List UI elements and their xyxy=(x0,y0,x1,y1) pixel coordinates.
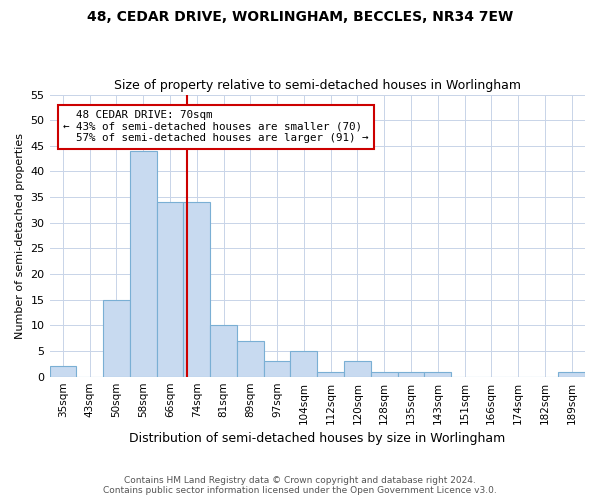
Bar xyxy=(103,300,130,376)
Bar xyxy=(317,372,344,376)
Bar xyxy=(184,202,210,376)
Bar xyxy=(210,326,237,376)
X-axis label: Distribution of semi-detached houses by size in Worlingham: Distribution of semi-detached houses by … xyxy=(129,432,505,445)
Text: 48 CEDAR DRIVE: 70sqm
← 43% of semi-detached houses are smaller (70)
  57% of se: 48 CEDAR DRIVE: 70sqm ← 43% of semi-deta… xyxy=(64,110,369,143)
Bar xyxy=(157,202,184,376)
Bar xyxy=(398,372,424,376)
Bar xyxy=(344,362,371,376)
Bar xyxy=(371,372,398,376)
Bar xyxy=(130,151,157,376)
Y-axis label: Number of semi-detached properties: Number of semi-detached properties xyxy=(15,132,25,338)
Bar xyxy=(237,341,264,376)
Text: Contains HM Land Registry data © Crown copyright and database right 2024.
Contai: Contains HM Land Registry data © Crown c… xyxy=(103,476,497,495)
Text: 48, CEDAR DRIVE, WORLINGHAM, BECCLES, NR34 7EW: 48, CEDAR DRIVE, WORLINGHAM, BECCLES, NR… xyxy=(87,10,513,24)
Bar xyxy=(558,372,585,376)
Bar xyxy=(264,362,290,376)
Title: Size of property relative to semi-detached houses in Worlingham: Size of property relative to semi-detach… xyxy=(114,79,521,92)
Bar xyxy=(50,366,76,376)
Bar xyxy=(290,351,317,376)
Bar xyxy=(424,372,451,376)
